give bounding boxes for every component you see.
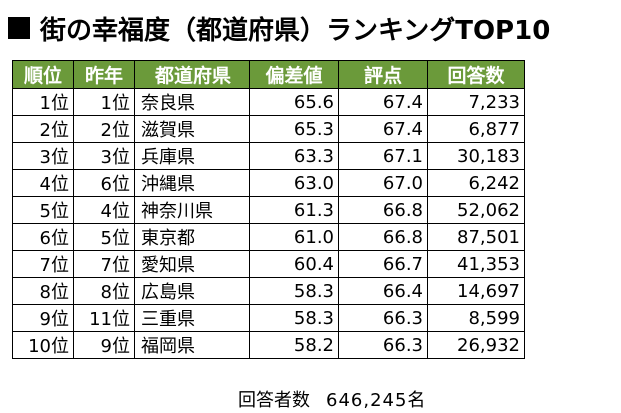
square-bullet-icon [8, 17, 30, 39]
cell-responses: 26,932 [427, 331, 525, 359]
cell-rank: 4位 [12, 169, 74, 197]
cell-deviation: 65.6 [249, 88, 339, 116]
cell-rank: 7位 [12, 250, 74, 278]
cell-prefecture: 愛知県 [134, 250, 250, 278]
cell-prefecture: 三重県 [134, 304, 250, 332]
respondents-label: 回答者数 [238, 390, 310, 411]
table-row: 2位 2位 滋賀県 65.3 67.4 6,877 [12, 115, 525, 143]
cell-deviation: 65.3 [249, 115, 339, 143]
cell-prefecture: 沖縄県 [134, 169, 250, 197]
cell-deviation: 58.3 [249, 277, 339, 305]
cell-prev-year: 2位 [73, 115, 135, 143]
cell-deviation: 61.0 [249, 223, 339, 251]
ranking-table: 順位 昨年 都道府県 偏差値 評点 回答数 1位 1位 奈良県 65.6 67.… [12, 60, 525, 359]
table-row: 4位 6位 沖縄県 63.0 67.0 6,242 [12, 169, 525, 197]
table-row: 9位 11位 三重県 58.3 66.3 8,599 [12, 304, 525, 332]
header-prev-year: 昨年 [73, 60, 135, 89]
cell-prefecture: 滋賀県 [134, 115, 250, 143]
table-header-row: 順位 昨年 都道府県 偏差値 評点 回答数 [12, 60, 525, 89]
cell-responses: 87,501 [427, 223, 525, 251]
cell-prev-year: 7位 [73, 250, 135, 278]
cell-rank: 6位 [12, 223, 74, 251]
cell-prefecture: 神奈川県 [134, 196, 250, 224]
cell-prefecture: 広島県 [134, 277, 250, 305]
cell-deviation: 58.3 [249, 304, 339, 332]
cell-score: 67.4 [338, 115, 428, 143]
cell-deviation: 63.3 [249, 142, 339, 170]
cell-responses: 8,599 [427, 304, 525, 332]
cell-rank: 5位 [12, 196, 74, 224]
header-score: 評点 [338, 60, 428, 89]
cell-responses: 52,062 [427, 196, 525, 224]
cell-responses: 7,233 [427, 88, 525, 116]
table-row: 8位 8位 広島県 58.3 66.4 14,697 [12, 277, 525, 305]
cell-score: 66.7 [338, 250, 428, 278]
table-row: 6位 5位 東京都 61.0 66.8 87,501 [12, 223, 525, 251]
cell-prefecture: 奈良県 [134, 88, 250, 116]
cell-rank: 3位 [12, 142, 74, 170]
cell-prev-year: 8位 [73, 277, 135, 305]
cell-score: 67.1 [338, 142, 428, 170]
cell-score: 66.3 [338, 331, 428, 359]
cell-prev-year: 9位 [73, 331, 135, 359]
cell-deviation: 58.2 [249, 331, 339, 359]
table-row: 7位 7位 愛知県 60.4 66.7 41,353 [12, 250, 525, 278]
cell-deviation: 60.4 [249, 250, 339, 278]
cell-prev-year: 6位 [73, 169, 135, 197]
table-row: 10位 9位 福岡県 58.2 66.3 26,932 [12, 331, 525, 359]
header-prefecture: 都道府県 [134, 60, 250, 89]
respondents-value: 646,245名 [326, 390, 427, 411]
cell-score: 67.4 [338, 88, 428, 116]
cell-rank: 9位 [12, 304, 74, 332]
cell-responses: 6,877 [427, 115, 525, 143]
cell-prev-year: 11位 [73, 304, 135, 332]
header-rank: 順位 [12, 60, 74, 89]
cell-rank: 10位 [12, 331, 74, 359]
cell-responses: 41,353 [427, 250, 525, 278]
respondents-total: 回答者数 646,245名 [238, 386, 426, 412]
cell-score: 67.0 [338, 169, 428, 197]
cell-deviation: 61.3 [249, 196, 339, 224]
cell-deviation: 63.0 [249, 169, 339, 197]
cell-prev-year: 3位 [73, 142, 135, 170]
table-row: 1位 1位 奈良県 65.6 67.4 7,233 [12, 88, 525, 116]
cell-score: 66.8 [338, 223, 428, 251]
page-title: 街の幸福度（都道府県）ランキングTOP10 [40, 15, 551, 46]
cell-rank: 8位 [12, 277, 74, 305]
cell-score: 66.8 [338, 196, 428, 224]
cell-prefecture: 東京都 [134, 223, 250, 251]
table-row: 5位 4位 神奈川県 61.3 66.8 52,062 [12, 196, 525, 224]
cell-prefecture: 兵庫県 [134, 142, 250, 170]
cell-rank: 1位 [12, 88, 74, 116]
cell-responses: 30,183 [427, 142, 525, 170]
cell-rank: 2位 [12, 115, 74, 143]
cell-prev-year: 1位 [73, 88, 135, 116]
cell-score: 66.4 [338, 277, 428, 305]
cell-prev-year: 5位 [73, 223, 135, 251]
title-row: 街の幸福度（都道府県）ランキングTOP10 [8, 8, 550, 48]
cell-responses: 6,242 [427, 169, 525, 197]
cell-prefecture: 福岡県 [134, 331, 250, 359]
cell-responses: 14,697 [427, 277, 525, 305]
header-deviation: 偏差値 [249, 60, 339, 89]
header-responses: 回答数 [427, 60, 525, 89]
cell-score: 66.3 [338, 304, 428, 332]
table-row: 3位 3位 兵庫県 63.3 67.1 30,183 [12, 142, 525, 170]
cell-prev-year: 4位 [73, 196, 135, 224]
